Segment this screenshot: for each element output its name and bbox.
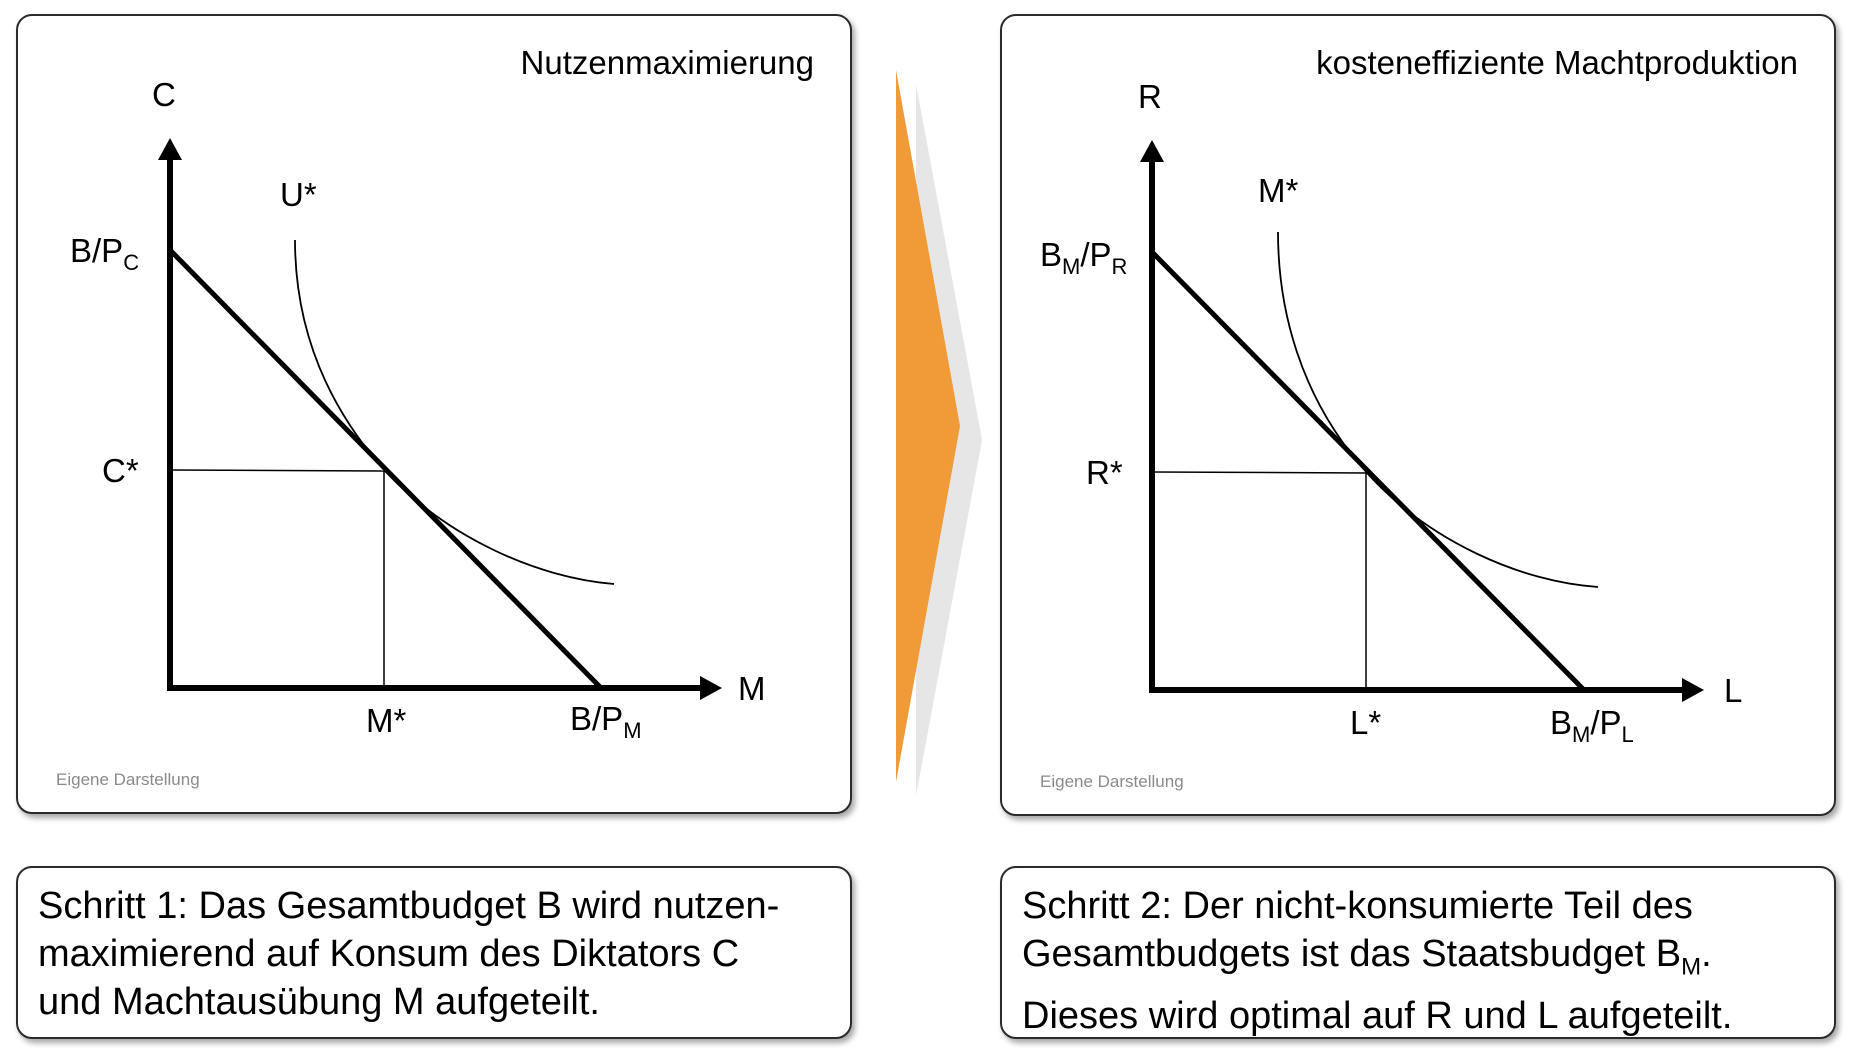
panel-title: kosteneffiziente Machtproduktion xyxy=(1316,44,1798,81)
curve-label: M* xyxy=(1258,172,1298,209)
credit-note: Eigene Darstellung xyxy=(56,770,200,789)
x-intercept-label: B/PM xyxy=(570,700,642,743)
x-optimum-label: L* xyxy=(1350,704,1381,741)
x-axis-label: M xyxy=(738,670,766,707)
step-1-caption: Schritt 1: Das Gesamtbudget B wird nutze… xyxy=(16,866,852,1039)
caption-line: Schritt 2: Der nicht-konsumierte Teil de… xyxy=(1022,885,1693,927)
step-2-caption: Schritt 2: Der nicht-konsumierte Teil de… xyxy=(1000,866,1836,1039)
x-axis-label: L xyxy=(1724,672,1742,709)
caption-line: Dieses wird optimal auf R und L aufgetei… xyxy=(1022,994,1733,1037)
credit-note: Eigene Darstellung xyxy=(1040,772,1184,791)
cost-efficient-power-panel: kosteneffiziente Machtproduktion R L M* … xyxy=(1000,14,1836,816)
isoquant-curve xyxy=(1277,231,1599,588)
caption-line: Gesamtbudgets ist das Staatsbudget BM. xyxy=(1022,930,1818,992)
step-arrow-fill xyxy=(896,70,960,782)
budget-line xyxy=(1150,250,1586,692)
y-axis-label: R xyxy=(1138,78,1162,115)
caption-period: . xyxy=(1701,933,1712,975)
caption-text: Schritt 2: Der nicht-konsumierte Teil de… xyxy=(1022,882,1818,1040)
caption-line-text: Gesamtbudgets ist das Staatsbudget B xyxy=(1022,933,1682,975)
indifference-curve xyxy=(294,239,615,585)
x-axis-arrowhead xyxy=(700,676,722,700)
optimum-guide-horizontal xyxy=(1151,471,1367,474)
step-arrow xyxy=(896,70,982,796)
y-axis-label: C xyxy=(152,76,176,113)
caption-line: Schritt 1: Das Gesamtbudget B wird nutze… xyxy=(38,885,780,927)
x-optimum-label: M* xyxy=(366,702,406,739)
caption-subscript: M xyxy=(1681,953,1702,981)
caption-line: und Machtausübung M aufgeteilt. xyxy=(38,981,600,1023)
y-axis-arrowhead xyxy=(158,138,182,160)
budget-line xyxy=(168,248,603,690)
optimum-guide-horizontal xyxy=(169,469,385,472)
utility-maximization-panel: Nutzenmaximierung C M U* B/PC C* M* B/PM… xyxy=(16,14,852,814)
utility-maximization-diagram: C M U* B/PC C* M* B/PM xyxy=(70,76,766,743)
curve-label: U* xyxy=(280,176,317,213)
y-optimum-label: C* xyxy=(102,452,139,489)
cost-efficient-power-diagram: R L M* BM/PR R* L* BM/PL xyxy=(1040,78,1742,747)
y-optimum-label: R* xyxy=(1086,454,1123,491)
caption-text: Schritt 1: Das Gesamtbudget B wird nutze… xyxy=(38,882,834,1026)
x-intercept-label: BM/PL xyxy=(1550,704,1634,747)
y-axis-arrowhead xyxy=(1140,140,1164,162)
panel-title: Nutzenmaximierung xyxy=(520,44,814,81)
x-axis-arrowhead xyxy=(1682,678,1704,702)
y-intercept-label: BM/PR xyxy=(1040,236,1127,279)
caption-line: maximierend auf Konsum des Diktators C xyxy=(38,933,740,975)
y-intercept-label: B/PC xyxy=(70,232,139,275)
